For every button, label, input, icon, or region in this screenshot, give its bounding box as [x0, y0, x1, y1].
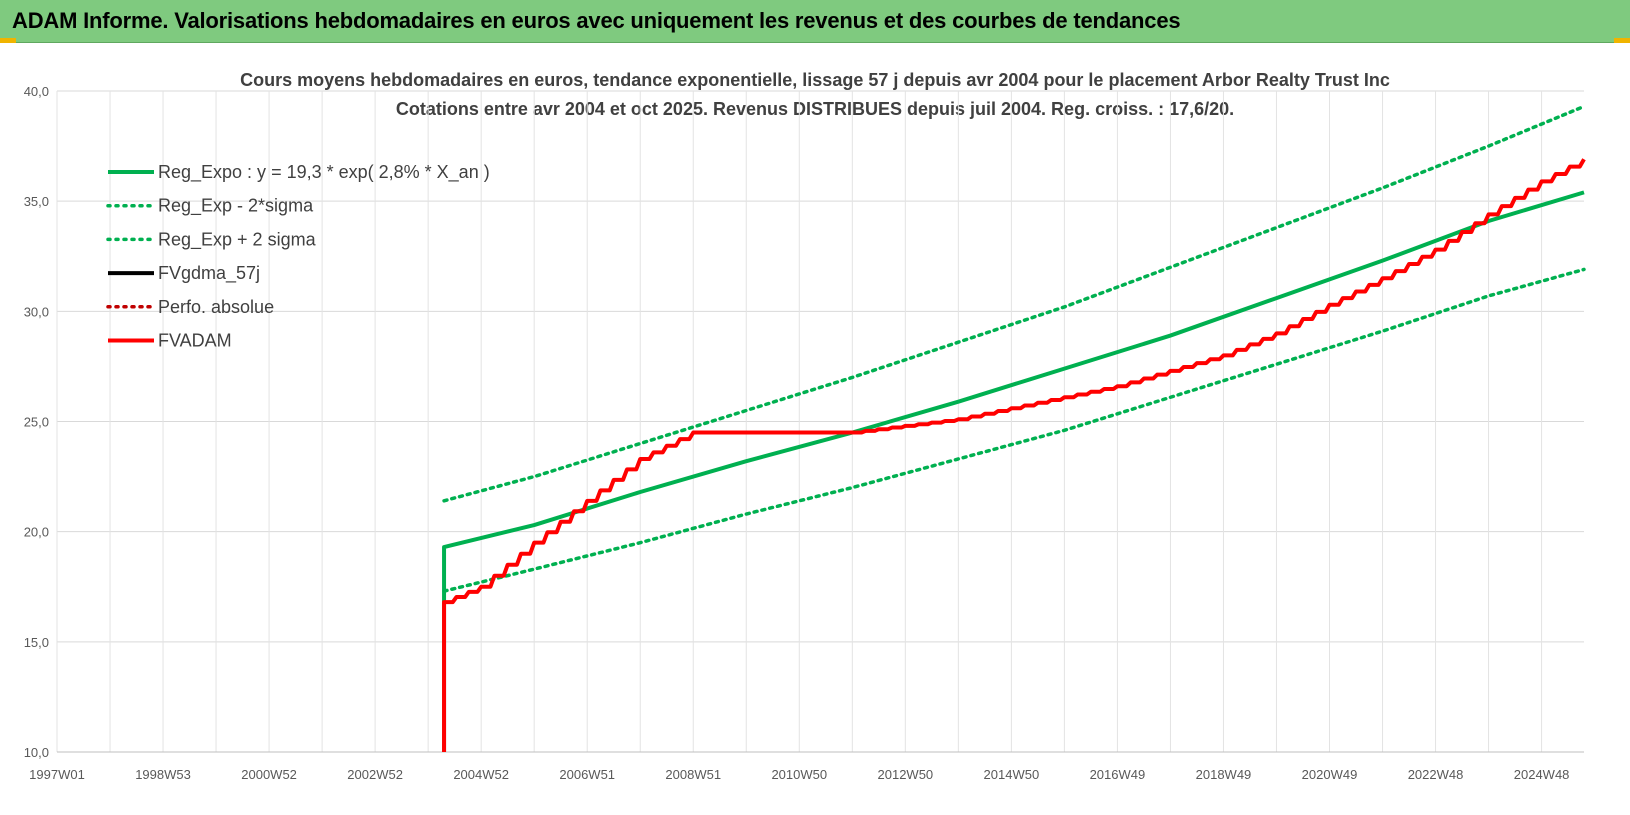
- grid-lines: [56, 90, 1584, 753]
- y-tick-label: 15,0: [24, 635, 49, 650]
- legend: Reg_Expo : y = 19,3 * exp( 2,8% * X_an )…: [106, 162, 490, 351]
- series-line: [442, 190, 1585, 752]
- x-tick-label: 2006W51: [559, 767, 615, 782]
- x-tick-label: 2022W48: [1408, 767, 1464, 782]
- legend-label: Reg_Exp - 2*sigma: [158, 196, 314, 217]
- y-tick-label: 20,0: [24, 525, 49, 540]
- x-tick-label: 2004W52: [453, 767, 509, 782]
- y-tick-label: 10,0: [24, 745, 49, 760]
- chart-title: Cours moyens hebdomadaires en euros, ten…: [240, 70, 1390, 90]
- x-tick-label: 2002W52: [347, 767, 403, 782]
- y-tick-label: 25,0: [24, 415, 49, 430]
- legend-label: Perfo. absolue: [158, 297, 274, 317]
- x-tick-label: 2010W50: [771, 767, 827, 782]
- x-tick-label: 1997W01: [29, 767, 85, 782]
- x-tick-label: 2008W51: [665, 767, 721, 782]
- x-axis-ticks: 1997W01 1998W53 2000W52 2002W52 2004W52 2006W…: [29, 767, 1569, 782]
- legend-label: FVADAM: [158, 331, 232, 351]
- plot-series: [442, 104, 1586, 752]
- report-banner: ADAM Informe. Valorisations hebdomadaire…: [0, 0, 1630, 43]
- x-tick-label: 2014W50: [984, 767, 1040, 782]
- x-tick-label: 2016W49: [1090, 767, 1146, 782]
- y-tick-label: 40,0: [24, 84, 49, 99]
- series-line: [442, 158, 1586, 752]
- x-tick-label: 2018W49: [1196, 767, 1252, 782]
- corner-marker-right: [1614, 38, 1630, 43]
- x-tick-label: 2024W48: [1514, 767, 1570, 782]
- x-tick-label: 1998W53: [135, 767, 191, 782]
- chart-area: Cours moyens hebdomadaires en euros, ten…: [24, 70, 1586, 782]
- series-line: [442, 104, 1586, 503]
- report-title: ADAM Informe. Valorisations hebdomadaire…: [12, 8, 1181, 33]
- x-tick-label: 2020W49: [1302, 767, 1358, 782]
- legend-label: FVgdma_57j: [158, 263, 260, 284]
- x-tick-label: 2012W50: [878, 767, 934, 782]
- legend-label: Reg_Exp + 2 sigma: [158, 229, 317, 250]
- y-axis-ticks: 10,0 15,0 20,0 25,0 30,0 35,0 40,0: [24, 84, 49, 760]
- chart-titles: Cours moyens hebdomadaires en euros, ten…: [240, 70, 1390, 119]
- legend-label: Reg_Expo : y = 19,3 * exp( 2,8% * X_an ): [158, 162, 490, 183]
- y-tick-label: 35,0: [24, 194, 49, 209]
- series-line: [442, 267, 1586, 593]
- y-tick-label: 30,0: [24, 304, 49, 319]
- corner-marker-left: [0, 38, 16, 43]
- chart-subtitle: Cotations entre avr 2004 et oct 2025. Re…: [396, 99, 1234, 119]
- x-tick-label: 2000W52: [241, 767, 297, 782]
